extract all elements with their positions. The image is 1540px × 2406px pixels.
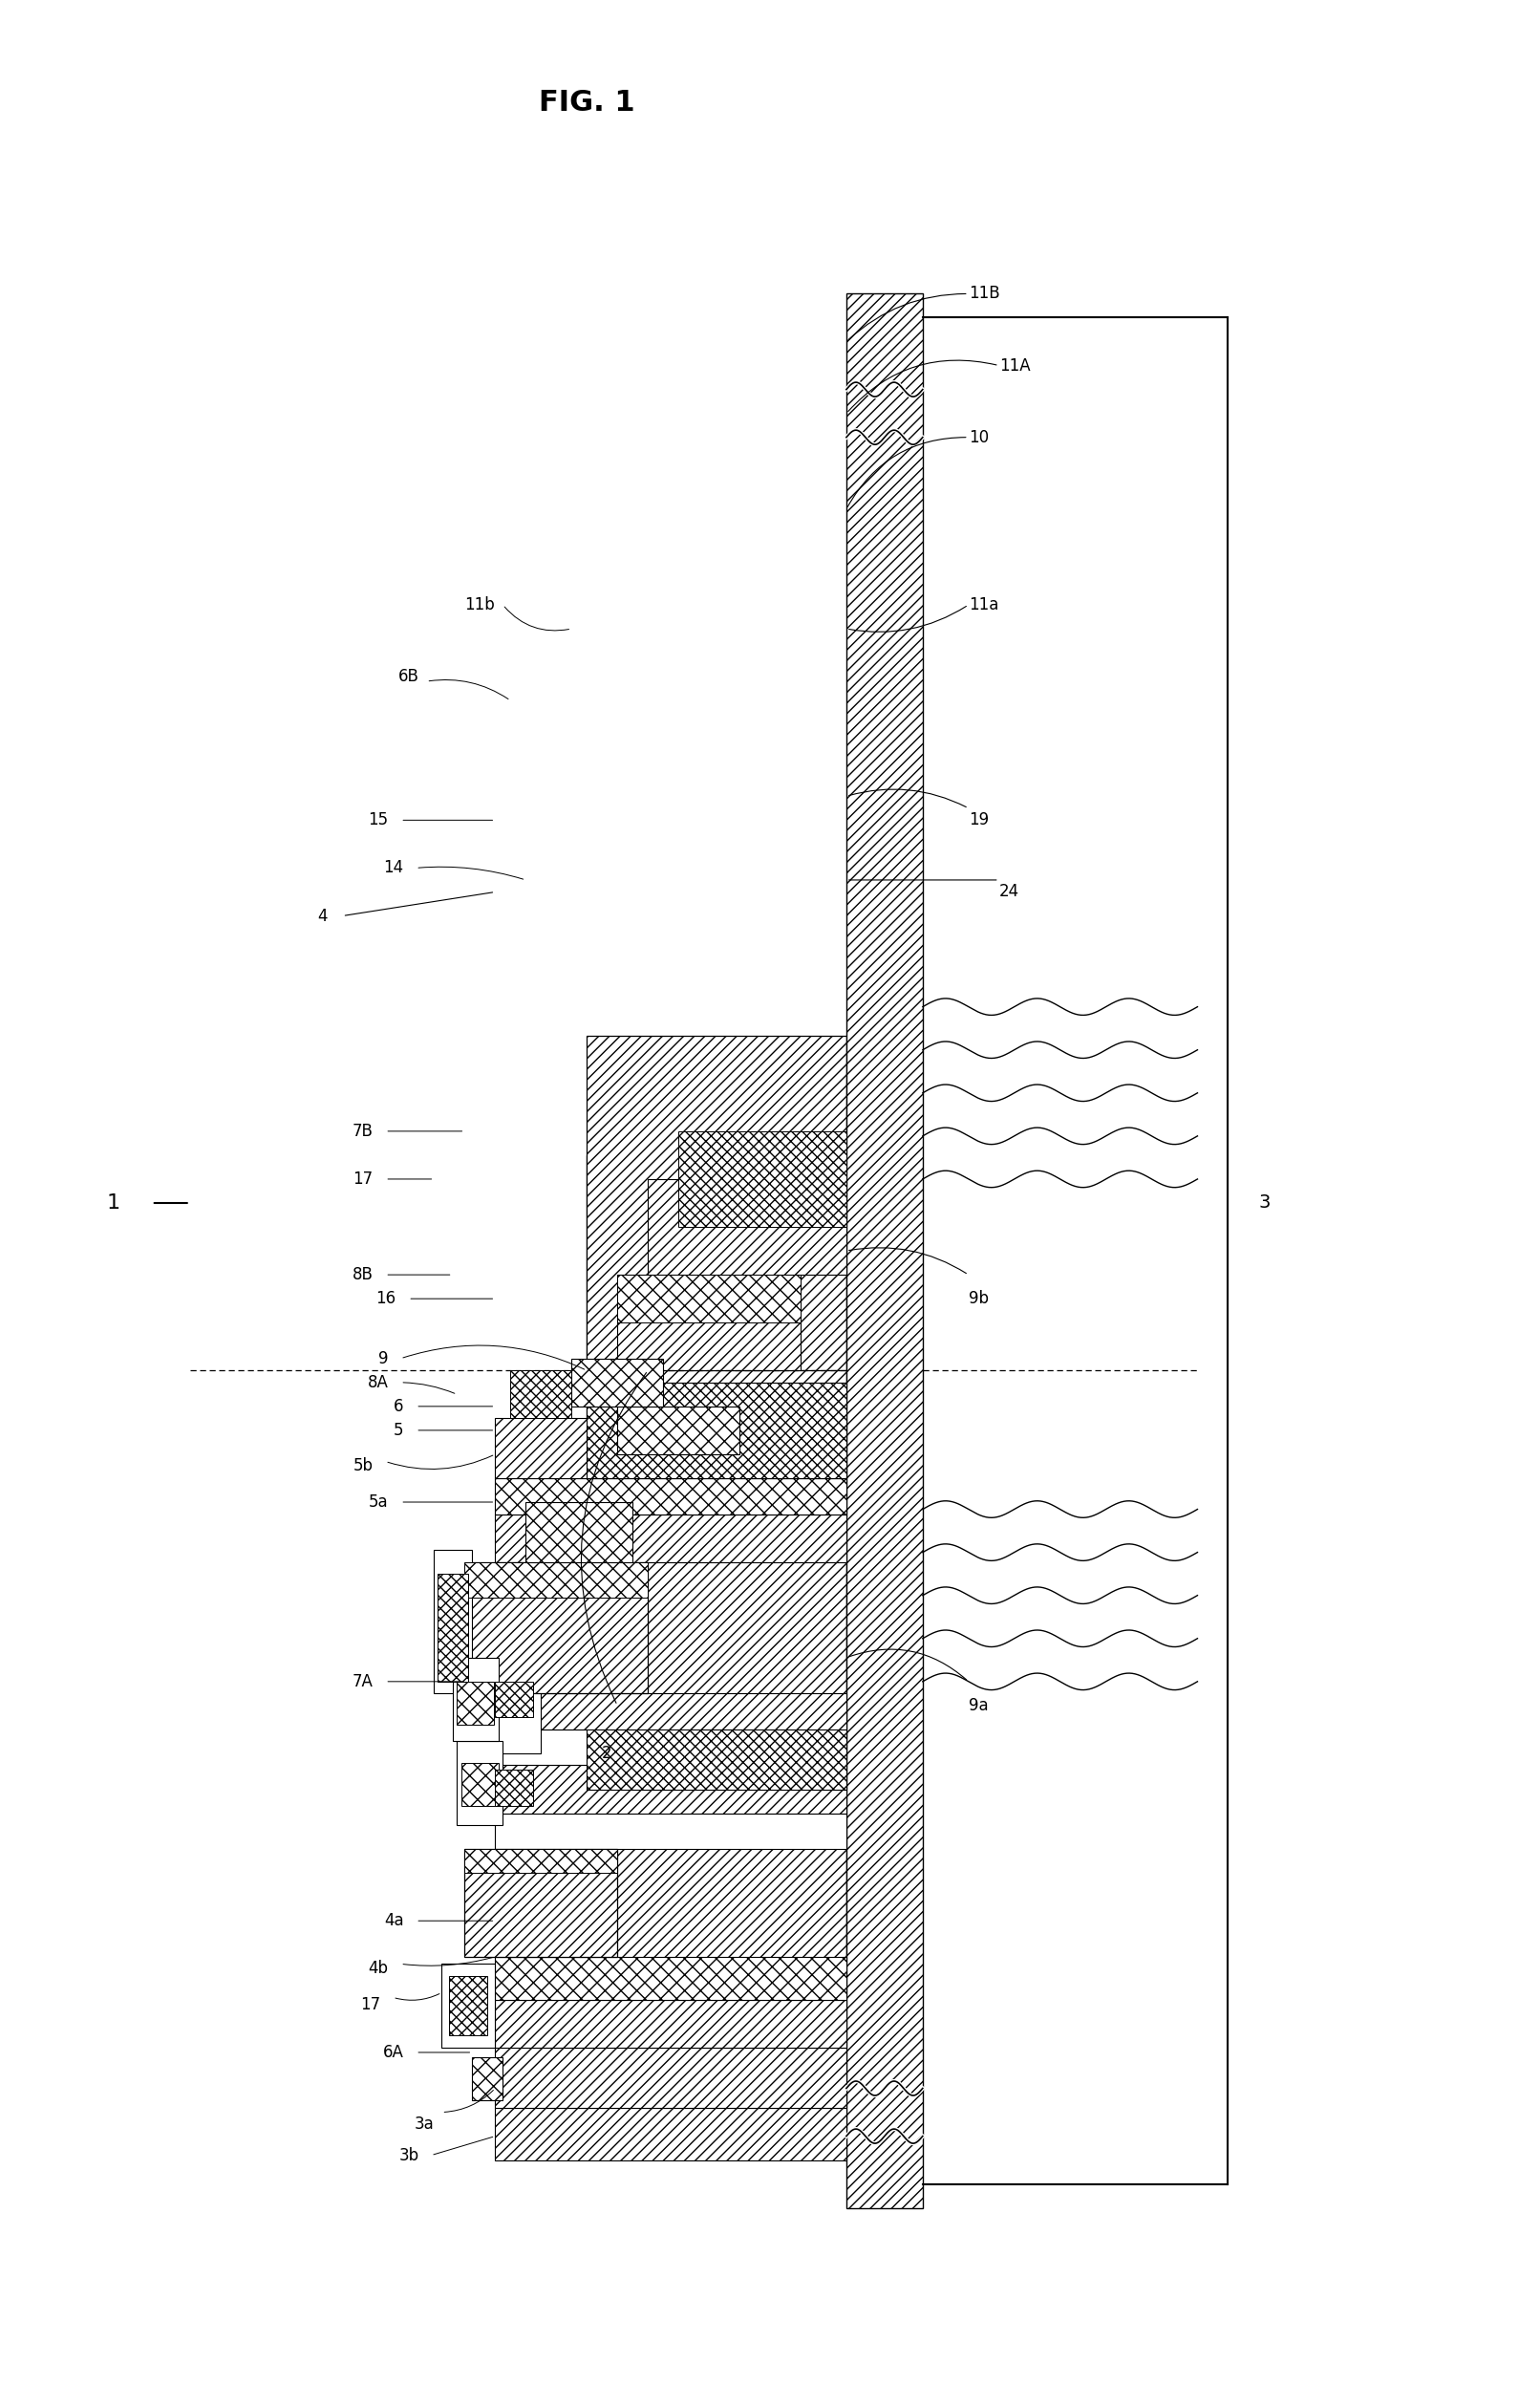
Text: 6: 6 [394,1398,403,1415]
Text: 19: 19 [969,811,989,828]
Bar [496,1771,533,1807]
Bar [587,1706,847,1790]
Bar [496,1694,847,1730]
Bar [587,1035,847,1371]
Bar [587,1521,847,2048]
Text: 9b: 9b [969,1290,989,1306]
Bar [496,1766,847,1814]
Bar [465,1561,648,1694]
Text: 5a: 5a [368,1494,388,1511]
Text: 3b: 3b [399,2146,419,2163]
Text: 15: 15 [368,811,388,828]
Text: 7A: 7A [353,1672,373,1689]
Text: 2: 2 [602,1744,613,1761]
Text: FIG. 1: FIG. 1 [539,89,634,115]
Text: 11A: 11A [999,356,1030,375]
Text: 6A: 6A [382,2043,403,2062]
Bar [587,1383,847,1477]
Bar [437,1574,468,1682]
Text: 11b: 11b [465,597,496,614]
Bar [457,1682,494,1725]
Bar [465,1850,618,1956]
Bar [465,1850,618,1872]
Text: 17: 17 [360,1997,380,2014]
Bar [496,1956,847,1999]
Bar [434,1549,473,1694]
Bar [496,1682,541,1754]
Text: 8A: 8A [368,1374,388,1391]
Bar [496,2108,847,2161]
Bar [847,294,922,2209]
Bar [496,1513,847,1561]
Text: 5b: 5b [353,1458,373,1475]
Bar [496,1814,847,1850]
Bar [648,1179,847,1275]
Bar [496,1477,847,1513]
Bar [462,1764,499,1807]
Text: 3a: 3a [414,2115,434,2132]
Bar [453,1658,499,1742]
Text: 11a: 11a [969,597,998,614]
Bar [571,1359,664,1408]
Bar [496,1999,847,2048]
Bar [587,1155,847,1730]
Text: 9: 9 [379,1350,388,1367]
Bar [496,1420,847,1477]
Bar [457,1742,504,1826]
Text: 4b: 4b [368,1961,388,1978]
Bar [496,1682,533,1718]
Bar [510,1371,571,1420]
Bar [450,1975,488,2035]
Text: 8B: 8B [353,1266,373,1282]
Text: 6B: 6B [397,669,419,686]
Text: 24: 24 [999,883,1019,900]
Bar [618,1275,801,1323]
Text: 4: 4 [317,907,326,924]
Bar [442,1963,496,2048]
Text: 17: 17 [353,1169,373,1189]
Text: 7B: 7B [353,1124,373,1140]
Text: 11B: 11B [969,286,999,303]
Bar [525,1501,633,1561]
Text: 3: 3 [1258,1193,1270,1213]
Bar [473,2057,504,2100]
Text: 4a: 4a [383,1913,403,1930]
Text: 5: 5 [394,1422,403,1439]
Text: 16: 16 [376,1290,396,1306]
Bar [618,1275,801,1371]
Bar [496,1730,847,1766]
Text: 14: 14 [383,859,403,876]
Text: 1: 1 [106,1193,120,1213]
Bar [465,1561,648,1598]
Text: 10: 10 [969,428,989,445]
Text: 9a: 9a [969,1696,989,1713]
Bar [496,2048,847,2108]
Bar [618,1408,739,1453]
Bar [679,1131,847,1227]
